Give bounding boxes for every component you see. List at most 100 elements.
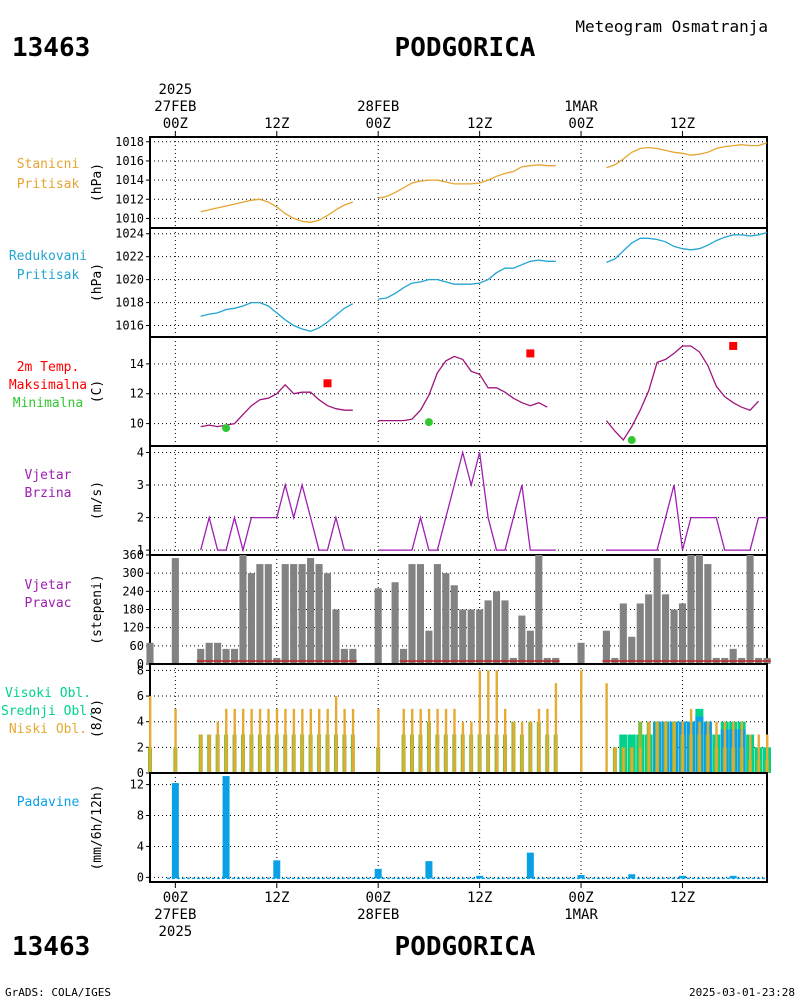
wind-direction-bar	[450, 585, 458, 664]
panel-label-line: Maksimalna	[9, 378, 87, 393]
cloud-low-bar	[351, 708, 355, 773]
cloud-low-bar	[461, 721, 465, 773]
cloud-low-bar	[478, 670, 482, 773]
cloud-low-bar	[225, 708, 228, 773]
wind-direction-bar	[239, 555, 247, 664]
cloud-low-bar	[554, 683, 558, 773]
y-axis: 1016 1018 1020 1022 1024	[115, 227, 150, 333]
precip-bar	[526, 852, 534, 879]
y-axis-label: (stepeni)	[90, 574, 105, 644]
panel-frame	[149, 772, 768, 883]
panel-label-line: 2m Temp.	[17, 360, 80, 375]
wind-direction-bar	[400, 648, 408, 664]
wind-direction-bar	[281, 564, 289, 664]
wind-direction-bar	[290, 564, 298, 664]
precip-bar	[425, 861, 433, 879]
panel-wind-direction: 0 60 120 180 240 300 360 (stepeni) Vjetar Pravac	[25, 548, 771, 671]
wind-direction-bar	[332, 609, 340, 664]
cloud-low-bar	[698, 721, 701, 773]
cloud-low-bar	[537, 708, 541, 773]
panel-temperature: 10 12 14 (C) 2m Temp. Maksimalna Minimalna	[9, 336, 768, 447]
wind-direction-bar	[315, 564, 323, 664]
bottom-time-label: 12Z	[264, 890, 289, 906]
grid	[150, 337, 767, 446]
cloud-low-bar	[301, 708, 304, 773]
precip-bar	[273, 860, 281, 879]
wind-direction-bar	[628, 636, 636, 664]
cloud-low-bar	[715, 721, 718, 773]
station-name-top: PODGORICA	[395, 33, 536, 63]
tmin-marker	[424, 418, 433, 427]
series-line-segment	[200, 301, 354, 332]
panel-frame	[149, 227, 768, 338]
cloud-low-bar	[250, 708, 253, 773]
tmax-marker	[323, 379, 332, 388]
panel-frame	[149, 136, 768, 229]
wind-direction-bar	[704, 564, 712, 664]
wind-direction-bar	[408, 564, 416, 664]
series	[146, 555, 771, 664]
wind-direction-bar	[349, 648, 357, 664]
y-tick-label: 4	[137, 839, 144, 853]
precip-bar	[577, 875, 585, 879]
panel-label-line: Pravac	[25, 596, 72, 611]
series-line-segment	[605, 345, 759, 442]
wind-direction-bar	[518, 615, 526, 664]
bottom-time-label: 00Z	[366, 890, 391, 906]
wind-direction-bar	[662, 594, 670, 664]
top-time-label: 2025	[158, 82, 192, 98]
wind-direction-bar	[535, 555, 543, 664]
precip-bar	[222, 776, 230, 879]
y-axis: 0 4 8 12	[130, 778, 150, 884]
wind-direction-bar	[459, 609, 467, 664]
grid	[150, 137, 767, 228]
panel-reduced-pressure: 1016 1018 1020 1022 1024 (hPa)Redukovani Priti…	[9, 227, 768, 338]
cloud-low-bar	[546, 708, 549, 773]
credit-text: GrADS: COLA/IGES	[5, 986, 111, 999]
cloud-low-bar	[605, 683, 608, 773]
wind-direction-bar	[256, 564, 264, 664]
wind-direction-bar	[222, 648, 230, 664]
y-tick-label: 0	[137, 766, 144, 780]
footer: 13463 PODGORICA GrADS: COLA/IGES 2025-03…	[5, 932, 795, 999]
grid	[150, 228, 767, 337]
cloud-low-bar	[529, 721, 532, 773]
cloud-mid-bar	[638, 721, 643, 773]
panel-label-line: Pritisak	[17, 268, 80, 283]
cloud-low-bar	[174, 708, 177, 773]
y-axis-label: (mm/6h/12h)	[90, 784, 105, 870]
wind-direction-bar	[171, 558, 179, 664]
cloud-low-bar	[757, 734, 760, 773]
series	[148, 670, 771, 773]
cloud-low-bar	[664, 721, 667, 773]
top-time-label: 28FEB	[357, 99, 399, 115]
panel-precipitation: 0 4 8 12 (mm/6h/12h) Padavine	[17, 772, 768, 884]
cloud-low-bar	[639, 747, 642, 773]
cloud-low-bar	[267, 708, 270, 773]
y-tick-label: 6	[137, 689, 144, 703]
bottom-time-label: 2025	[158, 924, 192, 940]
series-line-segment	[606, 142, 768, 169]
y-tick-label: 1012	[115, 192, 144, 206]
y-tick-label: 1014	[115, 173, 144, 187]
cloud-low-bar	[343, 708, 346, 773]
bottom-time-label: 12Z	[467, 890, 492, 906]
wind-direction-bar	[476, 609, 484, 664]
cloud-low-bar	[580, 670, 583, 773]
y-tick-label: 4	[137, 446, 144, 460]
cloud-low-bar	[444, 708, 448, 773]
panel-frame	[149, 445, 768, 556]
station-id-top: 13463	[12, 33, 90, 63]
cloud-low-bar	[740, 721, 744, 773]
wind-direction-bar	[577, 642, 585, 664]
cloud-low-bar	[377, 708, 380, 773]
precip-bar	[476, 875, 484, 879]
y-tick-label: 2	[137, 740, 144, 754]
top-time-label: 27FEB	[154, 99, 196, 115]
panel-label-line: Brzina	[25, 486, 72, 501]
wind-direction-bar	[746, 555, 754, 664]
y-axis: 10 12 14	[130, 357, 150, 431]
wind-direction-bar	[695, 555, 703, 664]
cloud-low-bar	[402, 708, 405, 773]
